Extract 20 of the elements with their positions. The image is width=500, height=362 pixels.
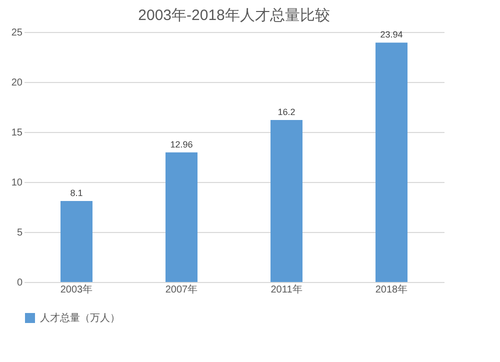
y-tick-label: 5: [16, 228, 23, 238]
y-tick-label: 25: [11, 28, 23, 38]
x-tick-label: 2011年: [270, 284, 302, 296]
data-label: 23.94: [380, 30, 403, 40]
x-tick-label: 2003年: [60, 284, 93, 296]
bar: [60, 201, 92, 282]
x-tick-label: 2018年: [375, 284, 408, 296]
bar: [376, 42, 408, 282]
data-label: 16.2: [278, 107, 296, 117]
y-tick-label: 20: [11, 78, 23, 88]
y-tick-label: 15: [11, 128, 23, 138]
data-label: 12.96: [170, 139, 193, 150]
bar: [270, 120, 302, 282]
x-tick-label: 2007年: [165, 284, 198, 296]
legend-label: 人才总量（万人）: [40, 312, 120, 324]
data-label: 8.1: [70, 188, 83, 198]
bar: [166, 152, 198, 282]
y-tick-label: 0: [16, 278, 23, 288]
y-tick-label: 10: [11, 178, 23, 188]
chart-title: 2003年-2018年人才总量比较: [138, 7, 330, 24]
